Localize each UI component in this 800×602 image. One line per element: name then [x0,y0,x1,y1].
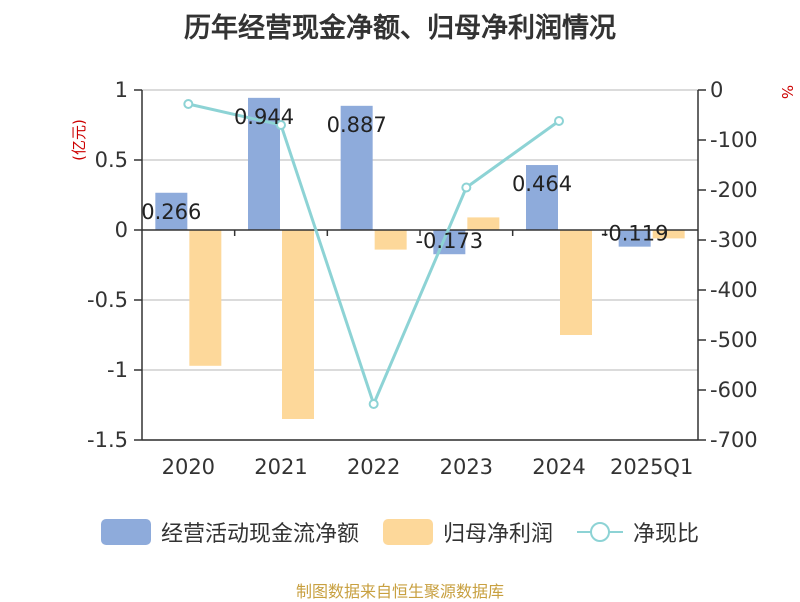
right-axis-tick-label: -300 [710,228,758,252]
legend-item-cash-ratio[interactable]: 净现比 [577,516,699,548]
cash-ratio-point-2021 [276,120,286,130]
right-axis-tick-label: 0 [710,78,723,102]
bar-group [155,97,685,419]
legend-label-cash-ratio: 净现比 [633,522,700,547]
data-source-note: 制图数据来自恒生聚源数据库 [295,582,504,601]
net-profit-bar-2023 [467,217,500,230]
cash-flow-bar-2020 [155,192,188,230]
category-label: 2024 [532,455,585,479]
category-label: 2022 [347,455,400,479]
net-profit-bar-2024 [560,230,592,335]
cash-ratio-point-2024 [554,116,564,126]
cash-flow-bar-2025q1 [618,230,651,247]
data-label-2024: 0.464 [512,172,572,196]
axes: 1 0.5 0 -0.5 -1 -1.5 0 -100 -200 -300 -400 -500 -600… [87,78,758,479]
data-label-2023: -0.173 [415,229,483,253]
legend-swatch-net-profit [382,519,433,545]
legend-swatch-operating-cash-flow [100,519,151,545]
ratio-line-group [183,99,564,409]
legend-label-operating-cash-flow: 经营活动现金流净额 [160,522,359,547]
category-label: 2025Q1 [610,455,693,479]
net-profit-bar-2021 [282,230,314,419]
right-axis-tick-label: -400 [710,278,758,302]
category-label: 2020 [162,455,215,479]
chart-title: 历年经营现金净额、归母净利润情况 [184,13,616,44]
legend-swatch-cash-ratio [577,519,623,545]
net-profit-bar-2025q1 [652,230,685,239]
legend: 经营活动现金流净额 归母净利润 净现比 [0,516,800,548]
data-labels: 0.266 0.944 0.887 -0.173 0.464 -0.119 [141,105,668,253]
left-axis-tick-label: -1 [107,358,128,382]
net-profit-bar-2020 [189,230,222,366]
category-label: 2023 [440,455,493,479]
cash-ratio-point-2020 [183,99,194,109]
right-axis-tick-label: -500 [710,328,758,352]
left-axis-tick-label: -0.5 [87,288,128,312]
cash-ratio-line [188,102,560,409]
grid-lines [142,89,698,441]
data-label-2025q1: -0.119 [601,222,669,246]
left-axis-tick-label: -1.5 [87,428,128,452]
legend-label-net-profit: 归母净利润 [442,522,553,547]
cash-ratio-point-2023 [461,182,472,193]
net-profit-bar-2022 [374,230,407,250]
cash-flow-bar-2024 [526,165,558,230]
right-axis-tick-label: -100 [710,128,758,152]
data-label-2022: 0.887 [327,113,387,137]
data-label-2020: 0.266 [141,200,201,224]
left-axis-tick-label: 0 [115,218,128,242]
legend-item-operating-cash-flow[interactable]: 经营活动现金流净额 [100,516,359,548]
category-label: 2021 [254,455,307,479]
right-axis-tick-label: -600 [710,378,758,402]
data-label-2021: 0.944 [234,105,294,129]
cash-flow-bar-2022 [340,105,373,230]
cash-ratio-point-2022 [368,399,379,409]
right-axis-tick-label: -700 [710,428,758,452]
right-axis-unit: % [778,85,796,99]
legend-item-net-profit[interactable]: 归母净利润 [382,516,553,548]
left-axis-unit: (亿元) [70,119,88,161]
left-axis-tick-label: 1 [115,78,128,102]
left-axis-tick-label: 0.5 [95,148,128,172]
right-axis-tick-label: -200 [710,178,758,202]
